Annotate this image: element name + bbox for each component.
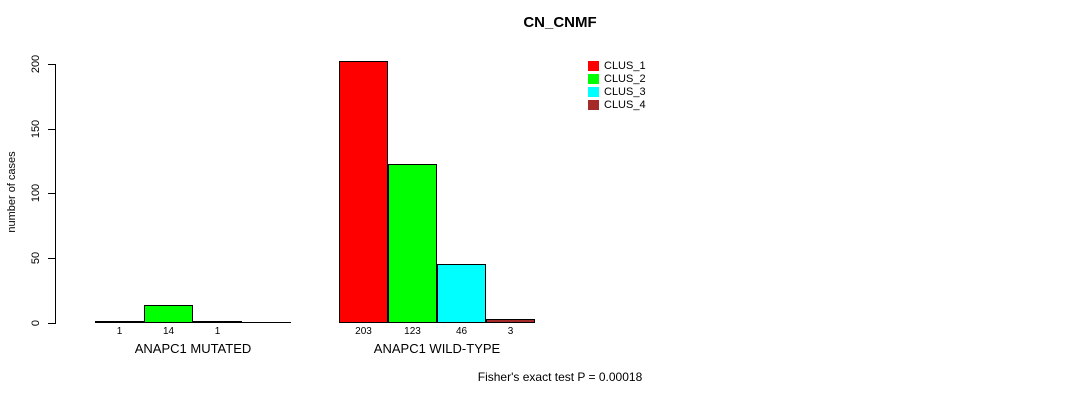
y-axis-tick-label: 150 <box>30 119 42 139</box>
y-axis-tick <box>48 64 56 65</box>
y-axis-label: number of cases <box>6 151 18 233</box>
y-axis-tick <box>48 129 56 130</box>
legend-color-swatch <box>588 86 599 97</box>
bar-CLUS_4-group2 <box>486 319 535 323</box>
y-axis-tick <box>48 323 56 324</box>
bar-CLUS_3-group2 <box>437 264 486 323</box>
fisher-test-annotation: Fisher's exact test P = 0.00018 <box>477 370 643 384</box>
legend-color-swatch <box>588 73 599 84</box>
y-axis-tick-label: 200 <box>30 54 42 74</box>
y-axis-tick-label: 50 <box>30 251 42 265</box>
legend-label: CLUS_2 <box>604 72 646 85</box>
y-axis-tick <box>48 193 56 194</box>
bar-CLUS_1-group2 <box>339 61 388 323</box>
bar-value-label: 123 <box>404 326 421 337</box>
bar-CLUS_3-group1 <box>193 321 242 323</box>
bar-CLUS_2-group2 <box>388 164 437 323</box>
x-category-label: ANAPC1 WILD-TYPE <box>373 341 501 356</box>
bar-value-label: 1 <box>214 326 221 337</box>
bar-value-label: 46 <box>455 326 468 337</box>
y-axis-tick <box>48 258 56 259</box>
legend-item: CLUS_2 <box>588 72 646 85</box>
bar-CLUS_2-group1 <box>144 305 193 323</box>
bar-value-label: 1 <box>116 326 123 337</box>
legend-color-swatch <box>588 60 599 71</box>
legend-label: CLUS_1 <box>604 59 646 72</box>
legend: CLUS_1 CLUS_2 CLUS_3 CLUS_4 <box>588 59 646 111</box>
bar-value-label: 14 <box>162 326 175 337</box>
bar-value-label: 203 <box>355 326 372 337</box>
chart-title: CN_CNMF <box>523 14 597 31</box>
bar-CLUS_1-group1 <box>95 321 144 323</box>
bar-CLUS_4-group1 <box>242 322 291 323</box>
legend-item: CLUS_1 <box>588 59 646 72</box>
bar-value-label: 3 <box>507 326 514 337</box>
x-category-label: ANAPC1 MUTATED <box>134 341 252 356</box>
y-axis-tick-label: 0 <box>30 319 42 327</box>
legend-label: CLUS_3 <box>604 85 646 98</box>
legend-item: CLUS_3 <box>588 85 646 98</box>
legend-item: CLUS_4 <box>588 98 646 111</box>
legend-label: CLUS_4 <box>604 98 646 111</box>
y-axis-tick-label: 100 <box>30 183 42 203</box>
legend-color-swatch <box>588 99 599 110</box>
